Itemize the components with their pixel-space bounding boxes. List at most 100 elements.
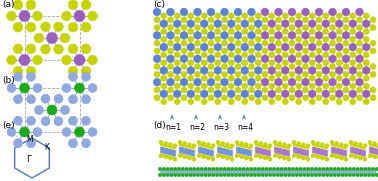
Circle shape: [242, 60, 248, 66]
Circle shape: [330, 95, 336, 101]
Circle shape: [173, 157, 177, 161]
Circle shape: [207, 78, 215, 86]
Circle shape: [214, 20, 222, 28]
Circle shape: [240, 170, 243, 174]
Circle shape: [172, 170, 175, 174]
Circle shape: [174, 60, 180, 66]
Circle shape: [259, 155, 263, 159]
Circle shape: [222, 71, 228, 77]
Circle shape: [315, 78, 323, 86]
Circle shape: [344, 167, 348, 171]
Circle shape: [329, 167, 333, 171]
Circle shape: [248, 78, 255, 86]
Circle shape: [336, 52, 342, 58]
Circle shape: [269, 28, 275, 35]
Circle shape: [26, 22, 36, 32]
Circle shape: [235, 154, 239, 158]
Circle shape: [302, 48, 308, 54]
Text: n=1: n=1: [165, 123, 181, 132]
Circle shape: [201, 83, 207, 89]
Circle shape: [316, 48, 322, 54]
Circle shape: [242, 13, 248, 19]
Circle shape: [164, 141, 168, 145]
Circle shape: [215, 52, 221, 58]
Circle shape: [46, 33, 57, 43]
Circle shape: [331, 170, 335, 174]
Circle shape: [316, 95, 322, 101]
Circle shape: [26, 116, 36, 125]
Circle shape: [228, 20, 235, 28]
Circle shape: [268, 144, 272, 148]
Circle shape: [350, 170, 354, 174]
Circle shape: [194, 170, 198, 174]
Circle shape: [249, 167, 253, 171]
Polygon shape: [198, 153, 214, 160]
Polygon shape: [255, 146, 271, 158]
Circle shape: [211, 157, 215, 161]
Circle shape: [296, 75, 302, 81]
Circle shape: [13, 66, 23, 76]
Circle shape: [336, 28, 342, 35]
Circle shape: [202, 155, 206, 159]
Circle shape: [181, 71, 187, 77]
Circle shape: [181, 64, 187, 70]
Circle shape: [242, 99, 248, 105]
Circle shape: [228, 52, 234, 58]
Circle shape: [179, 170, 183, 174]
Circle shape: [343, 40, 349, 46]
Circle shape: [293, 170, 297, 174]
Circle shape: [354, 170, 358, 174]
Circle shape: [196, 167, 200, 171]
Circle shape: [262, 71, 268, 77]
Circle shape: [26, 0, 36, 10]
Circle shape: [217, 170, 221, 174]
Circle shape: [234, 173, 238, 177]
Circle shape: [296, 28, 302, 35]
Circle shape: [284, 173, 287, 177]
Circle shape: [268, 173, 272, 177]
Circle shape: [244, 143, 248, 147]
Circle shape: [310, 167, 314, 171]
Circle shape: [194, 8, 201, 16]
Circle shape: [301, 170, 304, 174]
Circle shape: [242, 28, 248, 35]
Bar: [25, 16, 79, 60]
Circle shape: [343, 71, 349, 77]
Circle shape: [81, 0, 91, 10]
Circle shape: [187, 170, 191, 174]
Circle shape: [47, 105, 57, 115]
Circle shape: [308, 170, 312, 174]
Circle shape: [208, 71, 214, 77]
Circle shape: [370, 48, 376, 54]
Circle shape: [248, 55, 255, 63]
Polygon shape: [369, 153, 378, 160]
Circle shape: [289, 40, 295, 46]
Circle shape: [226, 167, 230, 171]
Circle shape: [195, 95, 200, 101]
Circle shape: [330, 87, 336, 93]
Circle shape: [238, 173, 242, 177]
Circle shape: [221, 31, 228, 39]
Circle shape: [255, 75, 261, 81]
Circle shape: [201, 52, 207, 58]
Circle shape: [222, 87, 228, 93]
Circle shape: [336, 83, 342, 89]
Circle shape: [320, 170, 324, 174]
Circle shape: [161, 52, 167, 58]
Circle shape: [371, 167, 375, 171]
Circle shape: [181, 173, 184, 177]
Polygon shape: [331, 143, 347, 150]
Circle shape: [282, 52, 288, 58]
Circle shape: [60, 33, 70, 43]
Circle shape: [289, 25, 295, 31]
Circle shape: [303, 173, 306, 177]
Circle shape: [322, 43, 330, 51]
Circle shape: [231, 173, 234, 177]
Circle shape: [343, 95, 349, 101]
Circle shape: [370, 87, 376, 93]
Circle shape: [255, 83, 261, 89]
Circle shape: [68, 66, 78, 76]
Circle shape: [356, 87, 363, 93]
Circle shape: [221, 170, 225, 174]
Circle shape: [194, 78, 201, 86]
